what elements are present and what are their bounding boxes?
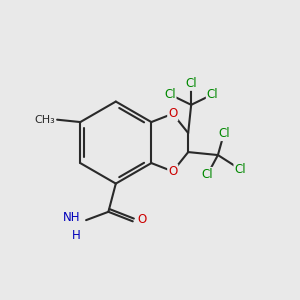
Text: Cl: Cl [234, 163, 246, 176]
Text: Cl: Cl [164, 88, 176, 101]
Text: H: H [72, 229, 81, 242]
Text: Cl: Cl [207, 88, 218, 101]
Text: Cl: Cl [185, 77, 197, 90]
Text: O: O [168, 107, 177, 120]
Text: Cl: Cl [218, 127, 230, 140]
Text: O: O [168, 165, 177, 178]
Text: NH: NH [63, 211, 81, 224]
Text: Cl: Cl [202, 168, 213, 181]
Text: CH₃: CH₃ [34, 115, 55, 125]
Text: O: O [137, 213, 146, 226]
